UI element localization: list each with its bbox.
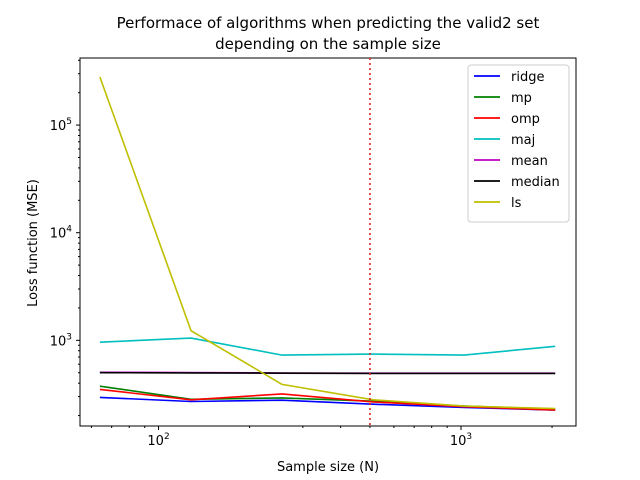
- legend-label-ridge: ridge: [511, 70, 544, 85]
- plot-area: [79, 57, 577, 427]
- series-layer: [99, 58, 556, 426]
- y-tick-label: 104: [50, 225, 73, 242]
- series-line-ls: [99, 76, 556, 410]
- y-axis: 103 104 105: [50, 59, 80, 417]
- y-tick-label: 103: [50, 332, 72, 349]
- chart-title-line-2: depending on the sample size: [215, 35, 441, 53]
- series-line-maj: [99, 337, 556, 356]
- legend-box: [467, 64, 570, 223]
- legend-label-mean: mean: [511, 154, 548, 169]
- series-line-median: [99, 371, 556, 375]
- legend: ridge mp omp maj mean median ls: [467, 64, 570, 223]
- legend-label-omp: omp: [511, 112, 540, 127]
- x-axis-label: Sample size (N): [277, 460, 379, 475]
- x-tick-label: 102: [147, 432, 169, 449]
- y-axis-label: Loss function (MSE): [26, 179, 41, 307]
- x-axis: 102 103: [90, 426, 553, 449]
- plot-frame: [79, 57, 577, 427]
- x-tick-label: 103: [450, 432, 472, 449]
- legend-label-maj: maj: [511, 133, 535, 148]
- legend-label-median: median: [511, 175, 560, 190]
- chart-title-line-1: Performace of algorithms when predicting…: [117, 14, 540, 32]
- legend-label-ls: ls: [511, 196, 522, 211]
- y-tick-label: 105: [50, 117, 72, 134]
- legend-label-mp: mp: [511, 91, 532, 106]
